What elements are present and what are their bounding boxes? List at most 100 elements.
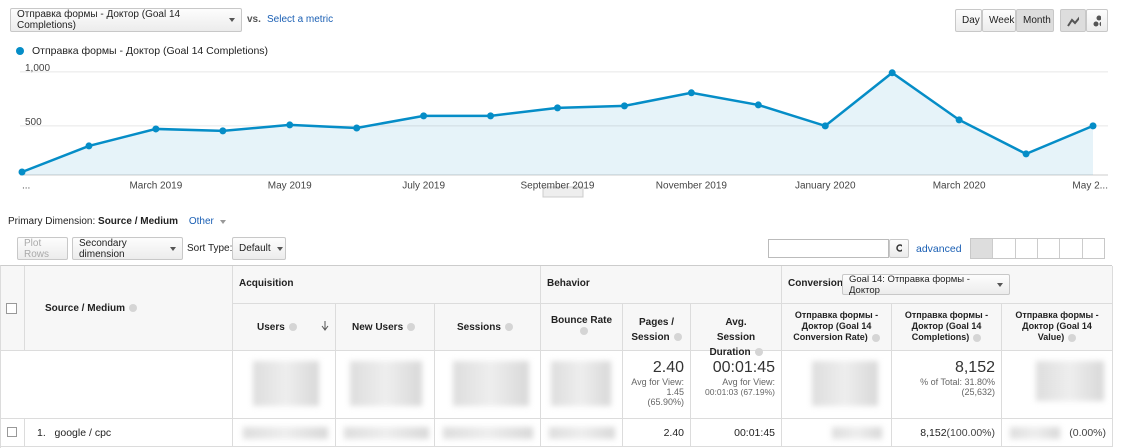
redacted — [549, 427, 615, 439]
total-value: 8,152 — [954, 359, 995, 376]
point — [18, 168, 26, 176]
select-metric-link[interactable]: Select a metric — [267, 14, 334, 25]
row-cell: (0.00%) — [1002, 419, 1113, 447]
column-title: Pages / Session — [631, 317, 675, 343]
legend-swatch — [16, 47, 24, 55]
view-comparison[interactable] — [1038, 239, 1061, 258]
search-input[interactable] — [768, 239, 889, 258]
period-text: Day — [962, 15, 980, 26]
view-performance[interactable] — [1016, 239, 1038, 258]
column-header[interactable]: Pages / Session — [623, 304, 691, 351]
metric-select-text: Отправка формы - Доктор (Goal 14 Complet… — [17, 9, 181, 31]
point — [219, 127, 227, 135]
x-tick-label: July 2019 — [402, 181, 445, 192]
column-title: Отправка формы - Доктор (Goal 14 Complet… — [904, 310, 989, 342]
period-month[interactable]: Month — [1016, 9, 1054, 32]
dimension-label: Primary Dimension: — [8, 216, 96, 227]
row-cell — [435, 419, 541, 447]
column-header[interactable]: Отправка формы - Доктор (Goal 14 Value) — [1002, 304, 1113, 351]
view-term-cloud[interactable] — [1060, 239, 1083, 258]
metric-select[interactable]: Отправка формы - Доктор (Goal 14 Complet… — [10, 8, 242, 32]
icon — [1067, 16, 1079, 27]
primary-dimension: Primary Dimension: Source / Medium Other — [8, 216, 226, 227]
totals-cell: 2.40 Avg for View: 1.45 (65.90%) — [623, 351, 691, 419]
column-header[interactable]: Avg. Session Duration — [691, 304, 782, 358]
total-value: 2.40 — [652, 359, 684, 376]
group-title: Behavior — [547, 278, 590, 289]
row-cell: 8,152(100.00%) — [892, 419, 1002, 447]
redacted — [443, 427, 533, 439]
data-table: Source / Medium Acquisition Behavior Con… — [0, 265, 1113, 448]
row-cell: 00:01:45 — [691, 419, 782, 447]
redacted — [1010, 427, 1060, 439]
totals-cell — [435, 351, 541, 419]
row-percent: (0.00%) — [1069, 427, 1106, 439]
source-cell: 1. google / cpc — [25, 419, 233, 447]
view-pie[interactable] — [993, 239, 1016, 258]
point — [353, 124, 361, 132]
column-header[interactable]: Users — [233, 304, 336, 351]
totals-label-cell — [1, 351, 233, 419]
sort-type-select[interactable]: Default — [232, 237, 286, 260]
redacted — [243, 427, 328, 439]
icon — [1093, 15, 1101, 26]
x-tick-label: ... — [22, 181, 30, 192]
y-tick-label: 1,000 — [25, 63, 50, 74]
point — [554, 104, 561, 112]
row-value: 8,152 — [920, 427, 947, 439]
row-index: 1. — [37, 427, 46, 439]
point — [888, 69, 896, 77]
row-cell: 2.40 — [623, 419, 691, 447]
search-button[interactable] — [889, 239, 909, 258]
total-note: Avg for View: — [722, 377, 775, 387]
redacted — [350, 361, 422, 406]
total-value: 00:01:45 — [712, 359, 775, 376]
group-header: Conversions — [782, 266, 1113, 304]
totals-cell: 00:01:45 Avg for View: 00:01:03 (67.19%) — [691, 351, 782, 419]
column-header[interactable]: Отправка формы - Доктор (Goal 14 Complet… — [892, 304, 1002, 351]
group-header: Behavior — [541, 266, 782, 304]
goal-select[interactable]: Goal 14: Отправка формы - Доктор — [842, 273, 1010, 296]
chart-resize-handle[interactable] — [542, 186, 584, 198]
x-tick-label: March 2020 — [933, 181, 986, 192]
row-cell — [336, 419, 435, 447]
point — [1022, 150, 1030, 158]
chart: Отправка формы - Доктор (Goal 14 Complet… — [16, 45, 1108, 198]
motion-chart-toggle[interactable] — [1086, 9, 1108, 32]
secondary-dimension-select[interactable]: Secondary dimension — [72, 237, 183, 260]
total-note: 00:01:03 (67.19%) — [705, 387, 775, 397]
column-header[interactable]: Source / Medium — [25, 266, 233, 351]
advanced-link[interactable]: advanced — [916, 243, 962, 255]
dimension-value: Source / Medium — [98, 216, 179, 227]
line-chart-toggle[interactable] — [1060, 9, 1086, 32]
total-note: (25,632) — [961, 387, 995, 397]
dimension-other[interactable]: Other — [188, 216, 214, 227]
icon — [896, 243, 902, 252]
button-text: Secondary dimension — [79, 237, 127, 260]
sort-type-label: Sort Type: — [187, 243, 233, 254]
view-pivot[interactable] — [1083, 239, 1104, 258]
x-tick-label: March 2019 — [129, 181, 182, 192]
column-title: Users — [257, 322, 285, 333]
point — [1089, 122, 1097, 130]
plot-rows-button[interactable]: Plot Rows — [17, 237, 68, 260]
checkbox[interactable] — [7, 427, 17, 437]
column-header[interactable]: New Users — [336, 304, 435, 351]
column-title: Отправка формы - Доктор (Goal 14 Value) — [1015, 310, 1099, 342]
legend-label: Отправка формы - Доктор (Goal 14 Complet… — [32, 45, 268, 57]
period-day[interactable]: Day — [955, 9, 982, 32]
redacted — [1036, 361, 1104, 401]
column-title: Sessions — [457, 322, 501, 333]
checkbox[interactable] — [6, 303, 17, 314]
y-tick-label: 500 — [25, 117, 42, 128]
goal-select-text: Goal 14: Отправка формы - Доктор — [849, 273, 970, 296]
period-week[interactable]: Week — [982, 9, 1016, 32]
row-source-link[interactable]: google / cpc — [54, 427, 112, 439]
group-title: Acquisition — [239, 278, 294, 289]
view-table[interactable] — [971, 239, 994, 258]
column-header[interactable]: Bounce Rate — [541, 304, 623, 351]
column-header[interactable]: Sessions — [435, 304, 541, 351]
redacted — [832, 427, 882, 439]
totals-cell — [336, 351, 435, 419]
column-header[interactable]: Отправка формы - Доктор (Goal 14 Convers… — [782, 304, 892, 351]
